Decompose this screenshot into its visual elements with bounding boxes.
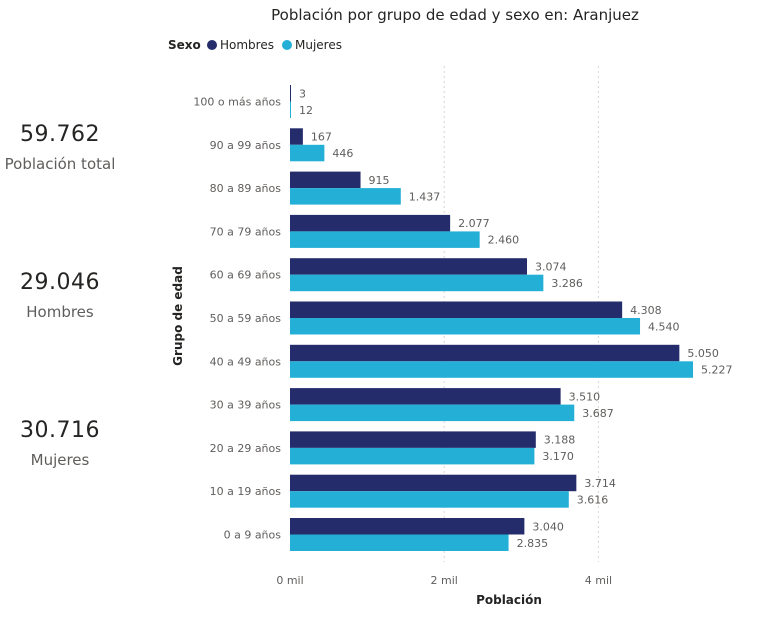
category-label: 30 a 39 años: [210, 399, 282, 412]
data-label: 3: [299, 87, 306, 100]
chart-title: Población por grupo de edad y sexo en: A…: [271, 6, 639, 24]
bar-hombres[interactable]: [290, 344, 680, 362]
data-label: 915: [369, 174, 390, 187]
kpi-value: 30.716: [20, 418, 100, 443]
legend-item-hombres[interactable]: Hombres: [207, 38, 274, 52]
category-label: 80 a 89 años: [210, 182, 282, 195]
data-label: 12: [299, 104, 313, 117]
legend[interactable]: Sexo Hombres Mujeres: [168, 38, 342, 52]
category-label: 50 a 59 años: [210, 312, 282, 325]
bar-mujeres[interactable]: [290, 274, 544, 292]
bars: [290, 85, 694, 552]
bar-hombres[interactable]: [290, 85, 291, 102]
data-label: 446: [332, 147, 353, 160]
x-tick-label: 0 mil: [276, 574, 303, 587]
data-label: 2.460: [488, 234, 520, 247]
data-label: 3.040: [532, 520, 564, 533]
x-tick-label: 2 mil: [431, 574, 458, 587]
bar-hombres[interactable]: [290, 171, 361, 189]
category-labels: 100 o más años 90 a 99 años 80 a 89 años 70…: [193, 96, 281, 542]
legend-marker: [282, 40, 292, 50]
bar-mujeres[interactable]: [290, 491, 569, 508]
bar-hombres[interactable]: [290, 474, 577, 492]
bar-hombres[interactable]: [290, 258, 528, 275]
data-label: 167: [311, 131, 332, 144]
kpi-men: 29.046 Hombres: [0, 270, 120, 321]
x-tick-label: 4 mil: [585, 574, 612, 587]
bar-hombres[interactable]: [290, 214, 451, 232]
legend-title: Sexo: [168, 38, 201, 52]
data-label: 5.050: [687, 347, 719, 360]
bar-mujeres[interactable]: [290, 318, 641, 335]
bar-mujeres[interactable]: [290, 361, 694, 378]
kpi-label: Población total: [4, 155, 116, 173]
bar-hombres[interactable]: [290, 128, 303, 145]
bar-mujeres[interactable]: [290, 231, 480, 248]
data-label: 3.616: [577, 493, 609, 506]
legend-label: Hombres: [220, 38, 274, 52]
kpi-value: 29.046: [20, 270, 100, 295]
data-label: 3.286: [551, 277, 583, 290]
x-axis-title: Población: [476, 593, 542, 607]
bar-mujeres[interactable]: [290, 534, 509, 552]
legend-marker: [207, 40, 217, 50]
kpi-label: Hombres: [26, 303, 94, 321]
bar-mujeres[interactable]: [290, 144, 325, 162]
data-label: 3.510: [569, 390, 601, 403]
kpi-women: 30.716 Mujeres: [0, 418, 120, 469]
data-label: 4.540: [648, 320, 680, 333]
data-label: 3.714: [584, 477, 616, 490]
category-label: 60 a 69 años: [210, 269, 282, 282]
data-label: 3.074: [535, 260, 567, 273]
data-label: 2.835: [517, 537, 549, 550]
bar-mujeres[interactable]: [290, 101, 291, 119]
data-label: 4.308: [630, 304, 662, 317]
legend-item-mujeres[interactable]: Mujeres: [282, 38, 342, 52]
bar-hombres[interactable]: [290, 388, 561, 405]
category-label: 100 o más años: [193, 96, 281, 109]
legend-label: Mujeres: [295, 38, 342, 52]
bar-mujeres[interactable]: [290, 404, 575, 422]
category-label: 0 a 9 años: [224, 529, 282, 542]
data-label: 3.170: [542, 450, 574, 463]
bar-hombres[interactable]: [290, 431, 536, 448]
y-axis-title: Grupo de edad: [171, 266, 185, 366]
category-label: 40 a 49 años: [210, 355, 282, 368]
bar-hombres[interactable]: [290, 301, 623, 319]
data-label: 2.077: [458, 217, 490, 230]
bar-mujeres[interactable]: [290, 447, 535, 465]
kpi-total-population: 59.762 Población total: [0, 122, 120, 173]
data-label: 3.188: [544, 434, 576, 447]
data-label: 3.687: [582, 407, 614, 420]
data-label: 5.227: [701, 364, 733, 377]
category-label: 10 a 19 años: [210, 485, 282, 498]
category-label: 70 a 79 años: [210, 225, 282, 238]
bar-mujeres[interactable]: [290, 188, 401, 205]
data-label: 1.437: [409, 190, 441, 203]
category-label: 20 a 29 años: [210, 442, 282, 455]
x-tick-labels: 0 mil 2 mil 4 mil: [276, 574, 612, 587]
kpi-value: 59.762: [20, 122, 100, 147]
kpi-label: Mujeres: [30, 451, 90, 469]
category-label: 90 a 99 años: [210, 139, 282, 152]
bar-hombres[interactable]: [290, 518, 525, 535]
